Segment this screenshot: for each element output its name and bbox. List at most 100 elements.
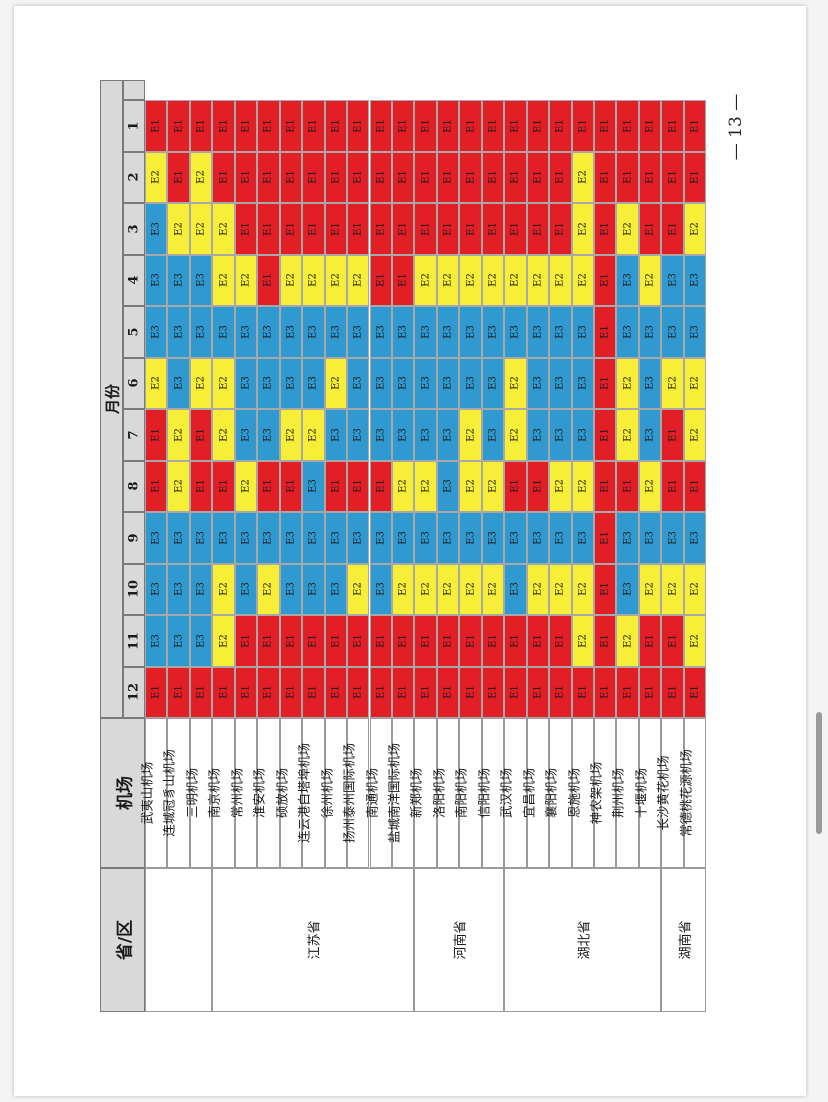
grade-cell: E1 [526, 203, 550, 255]
grade-value: E1 [487, 221, 499, 236]
grade-value: E1 [330, 118, 342, 133]
grade-cell: E1 [661, 151, 684, 203]
grade-value: E1 [375, 633, 387, 648]
grade-value: E3 [173, 324, 185, 339]
grade-value: E1 [667, 118, 679, 133]
grade-cell: E1 [481, 100, 505, 152]
province-column-header: 省/区 [100, 868, 145, 1012]
grade-value: E3 [509, 582, 521, 597]
grade-value: E1 [599, 170, 611, 185]
grade-cell: E1 [234, 100, 258, 152]
grade-value: E1 [420, 118, 432, 133]
month-header-5: 5 [123, 306, 145, 358]
grade-cell: E3 [481, 512, 505, 564]
grade-cell: E3 [145, 615, 168, 667]
grade-value: E1 [599, 530, 611, 545]
grade-value: E2 [465, 427, 477, 442]
grade-value: E3 [240, 530, 252, 545]
vertical-scrollbar[interactable] [816, 712, 822, 834]
province-name: 湖南省 [678, 920, 694, 960]
grade-cell: E3 [212, 306, 235, 358]
grade-value: E2 [307, 427, 319, 442]
grade-value: E1 [285, 685, 297, 700]
grade-value: E2 [442, 273, 454, 288]
grade-cell: E1 [594, 203, 617, 255]
grade-cell: E1 [414, 615, 437, 667]
grade-value: E1 [285, 479, 297, 494]
grade-value: E1 [599, 376, 611, 391]
airport-name-cell: 南京机场 [207, 718, 235, 868]
grade-cell: E1 [638, 615, 662, 667]
grade-value: E1 [509, 633, 521, 648]
grade-value: E1 [218, 479, 230, 494]
grade-value: E1 [599, 324, 611, 339]
grade-value: E3 [307, 530, 319, 545]
grade-value: E2 [554, 273, 566, 288]
grade-value: E1 [622, 170, 634, 185]
airport-name: 常州机场 [229, 767, 245, 819]
grade-cell: E1 [594, 666, 617, 718]
grade-value: E1 [195, 118, 207, 133]
grade-cell: E1 [504, 151, 527, 203]
grade-value: E1 [307, 221, 319, 236]
grade-value: E3 [465, 530, 477, 545]
grade-value: E2 [173, 427, 185, 442]
grade-value: E3 [622, 273, 634, 288]
grade-value: E1 [509, 685, 521, 700]
grade-cell: E3 [324, 306, 348, 358]
grade-cell: E2 [212, 357, 235, 409]
months-header-corner [123, 80, 145, 100]
grade-cell: E1 [459, 100, 482, 152]
grade-cell: E3 [257, 357, 280, 409]
airport-name-cell: 连城冠豸山机场 [162, 718, 190, 868]
grade-value: E3 [330, 324, 342, 339]
grade-value: E3 [532, 427, 544, 442]
grade-value: E1 [554, 633, 566, 648]
grade-value: E1 [487, 118, 499, 133]
grade-cell: E3 [638, 512, 662, 564]
grade-cell: E1 [324, 100, 348, 152]
grade-value: E1 [509, 479, 521, 494]
grade-cell: E3 [616, 512, 639, 564]
grade-value: E1 [195, 479, 207, 494]
grade-cell: E3 [571, 306, 594, 358]
grade-value: E1 [330, 633, 342, 648]
grade-cell: E1 [145, 100, 168, 152]
grade-cell: E2 [414, 254, 437, 306]
grade-value: E2 [487, 479, 499, 494]
grade-value: E2 [195, 170, 207, 185]
grade-cell: E1 [594, 563, 617, 615]
grade-value: E1 [307, 118, 319, 133]
grade-value: E3 [667, 530, 679, 545]
grade-value: E1 [599, 479, 611, 494]
airport-column-header: 机场 [100, 718, 145, 868]
grade-cell: E2 [504, 357, 527, 409]
grade-value: E2 [262, 582, 274, 597]
months-title: 月份 [103, 383, 121, 415]
grade-value: E1 [352, 479, 364, 494]
airport-name-cell: 神农架机场 [589, 718, 617, 868]
grade-cell: E1 [234, 203, 258, 255]
airport-name-cell: 扬州泰州国际机场 [342, 718, 370, 868]
grade-cell: E3 [391, 306, 415, 358]
grade-cell: E3 [347, 409, 370, 461]
grade-cell: E2 [683, 409, 707, 461]
grade-cell: E1 [459, 615, 482, 667]
grade-value: E2 [532, 582, 544, 597]
grade-value: E1 [644, 633, 656, 648]
grade-cell: E1 [616, 151, 639, 203]
grade-cell: E1 [638, 100, 662, 152]
grade-value: E1 [599, 427, 611, 442]
grade-value: E3 [442, 427, 454, 442]
grade-value: E3 [285, 324, 297, 339]
grade-value: E1 [397, 170, 409, 185]
grade-value: E1 [150, 427, 162, 442]
grade-cell: E3 [145, 254, 168, 306]
grade-value: E1 [667, 633, 679, 648]
grade-value: E3 [352, 530, 364, 545]
grade-cell: E3 [481, 357, 505, 409]
grade-cell: E3 [436, 306, 460, 358]
month-number: 7 [126, 430, 142, 440]
grade-cell: E3 [347, 357, 370, 409]
grade-cell: E2 [391, 460, 415, 512]
